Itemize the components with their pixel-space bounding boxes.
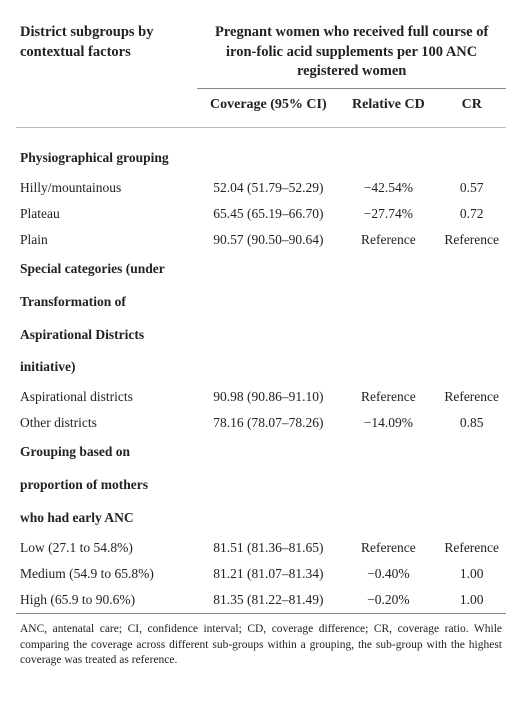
row-label: Plateau (16, 201, 197, 227)
subheader-row: Coverage (95% CI) Relative CD CR (16, 88, 506, 127)
row-label: Plain (16, 227, 197, 253)
table-row: Medium (54.9 to 65.8%)81.21 (81.07–81.34… (16, 561, 506, 587)
table-row: Hilly/mountainous52.04 (51.79–52.29)−42.… (16, 175, 506, 201)
group-label: Transformation of (16, 286, 506, 319)
coverage-table: District subgroups by contextual factors… (16, 18, 506, 674)
row-cr: 0.72 (437, 201, 506, 227)
table-row: Plain90.57 (90.50–90.64)ReferenceReferen… (16, 227, 506, 253)
group-label-row: initiative) (16, 351, 506, 384)
row-cr: 1.00 (437, 587, 506, 614)
row-relcd: Reference (339, 535, 437, 561)
group-label: proportion of mothers (16, 469, 506, 502)
row-label: Medium (54.9 to 65.8%) (16, 561, 197, 587)
table-row: Plateau65.45 (65.19–66.70)−27.74%0.72 (16, 201, 506, 227)
row-coverage: 65.45 (65.19–66.70) (197, 201, 339, 227)
group-label: Grouping based on (16, 436, 506, 469)
row-cr: 0.85 (437, 410, 506, 436)
group-label: Aspirational Districts (16, 319, 506, 352)
row-cr: Reference (437, 535, 506, 561)
row-coverage: 81.21 (81.07–81.34) (197, 561, 339, 587)
table-row: Other districts78.16 (78.07–78.26)−14.09… (16, 410, 506, 436)
row-coverage: 81.35 (81.22–81.49) (197, 587, 339, 614)
row-coverage: 81.51 (81.36–81.65) (197, 535, 339, 561)
group-label: Physiographical grouping (16, 142, 506, 175)
footnote-row: ANC, antenatal care; CI, confidence inte… (16, 618, 506, 674)
row-cr: Reference (437, 384, 506, 410)
subhead-relcd: Relative CD (339, 88, 437, 127)
row-cr: 0.57 (437, 175, 506, 201)
row-relcd: −42.54% (339, 175, 437, 201)
row-coverage: 52.04 (51.79–52.29) (197, 175, 339, 201)
header-right: Pregnant women who received full course … (197, 18, 506, 88)
subhead-coverage: Coverage (95% CI) (197, 88, 339, 127)
group-label-row: Aspirational Districts (16, 319, 506, 352)
row-label: Other districts (16, 410, 197, 436)
row-relcd: −14.09% (339, 410, 437, 436)
row-label: Hilly/mountainous (16, 175, 197, 201)
header-left: District subgroups by contextual factors (16, 18, 197, 88)
row-relcd: Reference (339, 227, 437, 253)
group-label: initiative) (16, 351, 506, 384)
row-coverage: 90.57 (90.50–90.64) (197, 227, 339, 253)
table-row: High (65.9 to 90.6%)81.35 (81.22–81.49)−… (16, 587, 506, 614)
group-label-row: Special categories (under (16, 253, 506, 286)
table-row: Low (27.1 to 54.8%)81.51 (81.36–81.65)Re… (16, 535, 506, 561)
row-cr: 1.00 (437, 561, 506, 587)
group-label-row: proportion of mothers (16, 469, 506, 502)
group-label-row: Transformation of (16, 286, 506, 319)
group-label-row: Grouping based on (16, 436, 506, 469)
group-label-row: Physiographical grouping (16, 142, 506, 175)
table-row: Aspirational districts90.98 (90.86–91.10… (16, 384, 506, 410)
row-relcd: −27.74% (339, 201, 437, 227)
row-relcd: −0.20% (339, 587, 437, 614)
subhead-cr: CR (437, 88, 506, 127)
header-row: District subgroups by contextual factors… (16, 18, 506, 88)
footnote-text: ANC, antenatal care; CI, confidence inte… (16, 618, 506, 674)
group-label-row: who had early ANC (16, 502, 506, 535)
row-coverage: 78.16 (78.07–78.26) (197, 410, 339, 436)
row-relcd: Reference (339, 384, 437, 410)
row-cr: Reference (437, 227, 506, 253)
row-label: Low (27.1 to 54.8%) (16, 535, 197, 561)
group-label: Special categories (under (16, 253, 506, 286)
row-label: Aspirational districts (16, 384, 197, 410)
row-relcd: −0.40% (339, 561, 437, 587)
rule-top (16, 127, 506, 142)
group-label: who had early ANC (16, 502, 506, 535)
row-coverage: 90.98 (90.86–91.10) (197, 384, 339, 410)
row-label: High (65.9 to 90.6%) (16, 587, 197, 614)
